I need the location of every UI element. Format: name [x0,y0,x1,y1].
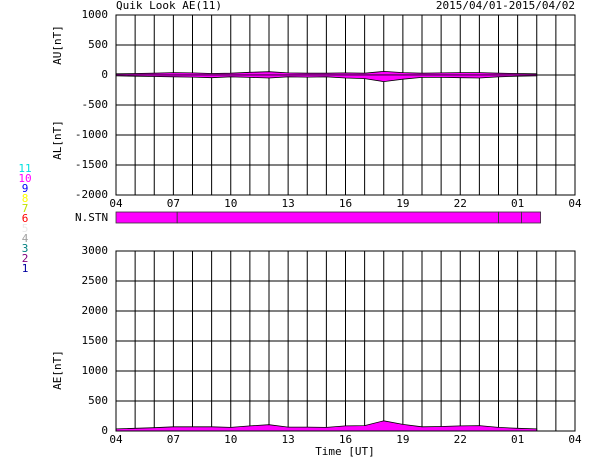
area [115,70,538,76]
nstn-bar [498,211,522,224]
x-axis-label: Time [UT] [315,445,375,458]
y-tick-label: -500 [82,98,109,111]
y-tick-label: -1000 [75,128,108,141]
y-tick-label: 1000 [82,364,109,377]
nstn-bar [521,211,541,224]
nstn-bar [176,211,499,224]
y-tick-label: 1000 [82,8,109,21]
station-legend-label: 1 [22,262,29,275]
area [115,74,538,83]
x-tick-label: 07 [167,433,180,446]
y-axis-label: AL[nT] [51,120,64,160]
y-tick-label: 3000 [82,244,109,257]
station-legend-label: 8 [22,192,29,205]
x-tick-label: 07 [167,197,180,210]
station-legend-label: 3 [22,242,29,255]
nstn-label: N.STN [75,211,108,224]
y-tick-label: 0 [101,424,108,437]
x-tick-label: 04 [109,197,123,210]
x-tick-label: 19 [396,197,409,210]
x-tick-label: 22 [454,433,467,446]
x-tick-label: 13 [282,197,295,210]
station-legend-label: 2 [22,252,29,265]
station-legend-label: 4 [22,232,29,245]
chart-title: Quik Look AE(11) [116,0,222,12]
y-tick-label: 500 [88,38,108,51]
area [115,420,538,432]
y-axis-label: AE[nT] [51,350,64,390]
y-axis-label: AU[nT] [51,25,64,65]
x-tick-label: 04 [109,433,123,446]
x-tick-label: 10 [224,197,237,210]
x-tick-label: 04 [568,197,582,210]
plot-frame [115,14,576,196]
x-tick-label: 13 [282,433,295,446]
x-tick-label: 16 [339,197,352,210]
nstn-bar [115,211,178,224]
plot-frame [115,250,576,432]
x-tick-label: 22 [454,197,467,210]
y-tick-label: -1500 [75,158,108,171]
x-tick-label: 04 [568,433,582,446]
station-legend-label: 7 [22,202,29,215]
x-tick-label: 10 [224,433,237,446]
station-legend-label: 6 [22,212,29,225]
station-legend-label: 9 [22,182,29,195]
y-tick-label: 2500 [82,274,109,287]
y-tick-label: 0 [101,68,108,81]
x-tick-label: 16 [339,433,352,446]
y-tick-label: 2000 [82,304,109,317]
date-range: 2015/04/01-2015/04/02 [436,0,575,12]
station-legend-label: 5 [22,222,29,235]
x-tick-label: 01 [511,433,524,446]
y-tick-label: 500 [88,394,108,407]
station-legend-label: 10 [18,172,31,185]
x-tick-label: 19 [396,433,409,446]
y-tick-label: -2000 [75,188,108,201]
y-tick-label: 1500 [82,334,109,347]
x-tick-label: 01 [511,197,524,210]
station-legend-label: 11 [18,162,31,175]
